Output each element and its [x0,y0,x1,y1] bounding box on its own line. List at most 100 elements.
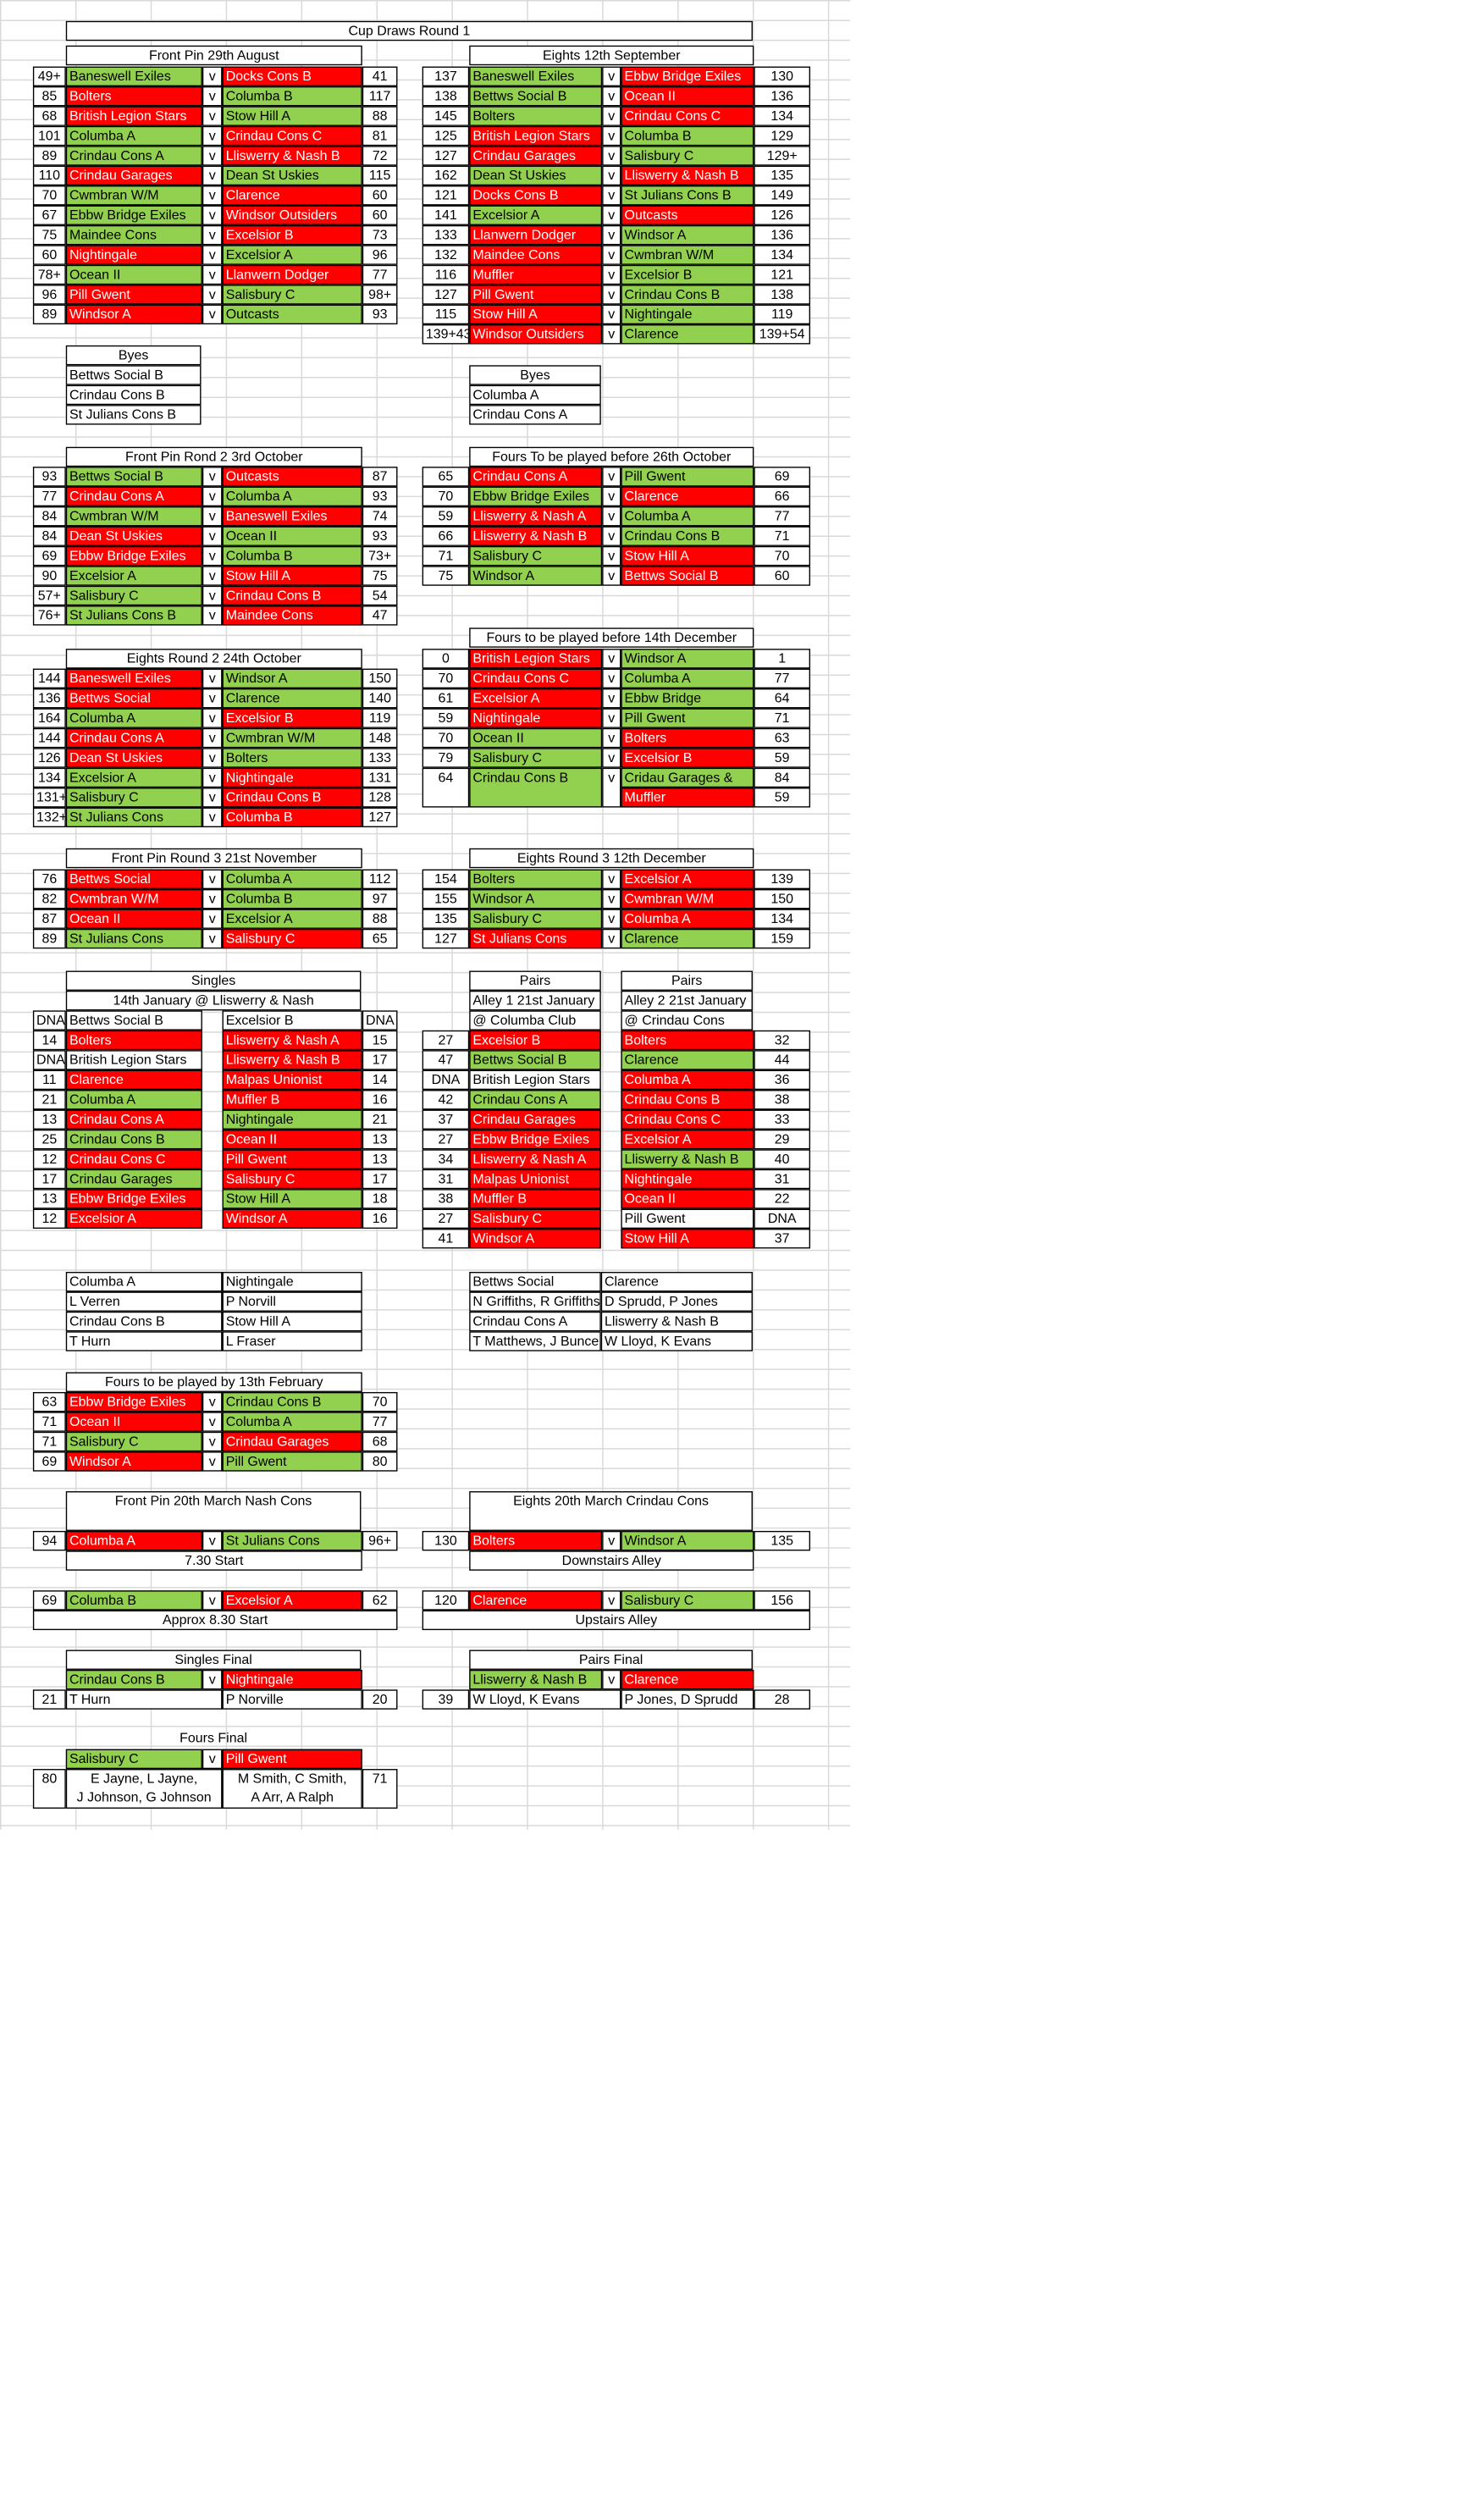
qual-singles: Crindau Cons B [65,1311,223,1332]
t5-row5-team-away: Excelsior B [621,748,754,768]
t6-row3-score-home: 89 [32,928,66,949]
t1-row3-score-home: 125 [422,125,470,146]
t1-row8-score-away: 136 [754,224,811,246]
t1-row3-versus: v [602,125,621,146]
singles-score: 14 [362,1069,398,1091]
t1-row7-team-away: Outcasts [621,205,754,225]
t3-row0-team-home: Crindau Cons A [469,467,603,487]
pairs-team: Lliswerry & Nash A [469,1149,601,1169]
t2-row4-versus: v [202,545,223,566]
singles-team: Excelsior A [65,1208,202,1230]
t1-row10-score-home: 116 [422,264,470,285]
semi-e1-score-home: 130 [422,1530,470,1551]
t3-row4-score-away: 70 [754,545,811,566]
t2-row3-versus: v [202,526,223,546]
t5-extra-versus: v [602,767,621,808]
singles-team: Columba A [65,1090,202,1110]
t5-row4-score-away: 63 [754,727,811,749]
t6-row0-versus: v [202,869,223,890]
t0-row4-score-away: 72 [362,146,398,166]
t4-row4-score-away: 133 [362,748,398,768]
semi-fp1-score-home: 94 [32,1530,66,1551]
singles-score: 16 [362,1208,398,1230]
t8-row2-score-home: 71 [32,1431,66,1452]
singles-team: Malpas Unionist [222,1069,362,1091]
t8-row3-versus: v [202,1451,223,1472]
final-versus: v [602,1669,621,1690]
t3-row4-score-home: 71 [422,545,470,566]
t1-row12-score-away: 119 [754,304,811,325]
semi-fp1-team-home: Columba A [65,1530,202,1551]
t8-row2-versus: v [202,1431,223,1452]
singles-team: Bolters [65,1030,202,1051]
t1-row4-team-away: Salisbury C [621,146,754,166]
t2-row0-team-away: Outcasts [222,467,362,487]
t1-row8-team-home: Llanwern Dodger [469,224,603,246]
t2-row1-versus: v [202,486,223,507]
t7-row2-score-away: 134 [754,909,811,929]
t1-row6-team-home: Docks Cons B [469,185,603,206]
t1-row3-team-home: British Legion Stars [469,125,603,146]
t4-row7-versus: v [202,807,223,828]
t4-row3-team-home: Crindau Cons A [65,727,202,749]
t6-row2-score-away: 88 [362,909,398,929]
t1-row9-versus: v [602,245,621,265]
t0-row8-versus: v [202,224,223,246]
t4-row0-team-away: Windsor A [222,668,362,689]
singles-team: Windsor A [222,1208,362,1230]
t3-row0-team-away: Pill Gwent [621,467,754,487]
t1-row0-team-home: Baneswell Exiles [469,66,603,86]
pairs-team: Excelsior A [621,1129,754,1150]
t1-row2-score-away: 134 [754,106,811,126]
t4-row7-team-home: St Julians Cons [65,807,202,828]
pairs-score: 38 [754,1090,811,1110]
singles-score: DNA [362,1010,398,1031]
pairs-sub: Alley 2 21st January [621,990,753,1011]
t8-row1-score-away: 77 [362,1412,398,1432]
t1-row2-score-home: 145 [422,106,470,126]
qual-singles: L Fraser [222,1331,362,1351]
t0-row12-versus: v [202,304,223,325]
t0-row10-score-away: 77 [362,264,398,285]
pairs-score: 27 [422,1030,470,1051]
t4-row5-score-away: 131 [362,767,398,788]
t1-row4-score-home: 127 [422,146,470,166]
qual-singles: Columba A [65,1272,223,1292]
t0-row10-score-home: 78+ [32,264,66,285]
t4-row5-team-home: Excelsior A [65,767,202,788]
t5-extra-team: Crindau Cons B [469,767,603,808]
semi-note: Downstairs Alley [469,1550,754,1571]
t0-row2-score-home: 68 [32,106,66,126]
t3-row3-versus: v [602,526,621,546]
t7-row2-team-away: Columba A [621,909,754,929]
t6-row3-versus: v [202,928,223,949]
t0-row5-score-home: 110 [32,165,66,186]
t1-row0-versus: v [602,66,621,86]
semi-fp1-versus: v [202,1530,223,1551]
t5-row4-team-home: Ocean II [469,727,603,749]
final-names: E Jayne, L Jayne, J Johnson, G Johnson [65,1769,223,1809]
t0-row5-team-away: Dean St Uskies [222,165,362,186]
singles-team: Crindau Garages [65,1169,202,1190]
t8-row3-score-home: 69 [32,1451,66,1472]
t7-row3-versus: v [602,928,621,949]
t1-row11-score-away: 138 [754,285,811,305]
final-versus: v [202,1669,223,1690]
t3-row4-team-away: Stow Hill A [621,545,754,566]
semi-e2-score-away: 156 [754,1590,811,1611]
t3-row2-score-home: 59 [422,506,470,527]
t6-row1-score-away: 97 [362,889,398,909]
singles-team: Salisbury C [222,1169,362,1190]
t3-row3-team-away: Crindau Cons B [621,526,754,546]
t1-row1-team-away: Ocean II [621,86,754,107]
t1-row10-team-home: Muffler [469,264,603,285]
t7-row2-versus: v [602,909,621,929]
t0-row0-score-home: 49+ [32,66,66,86]
t8-row0-versus: v [202,1391,223,1412]
t0-row0-versus: v [202,66,223,86]
semi-fp2-team-away: Excelsior A [222,1590,362,1611]
pairs-score: 38 [422,1189,470,1209]
t8-row0-score-away: 70 [362,1391,398,1412]
t8-row2-score-away: 68 [362,1431,398,1452]
t2-row5-team-away: Stow Hill A [222,566,362,586]
